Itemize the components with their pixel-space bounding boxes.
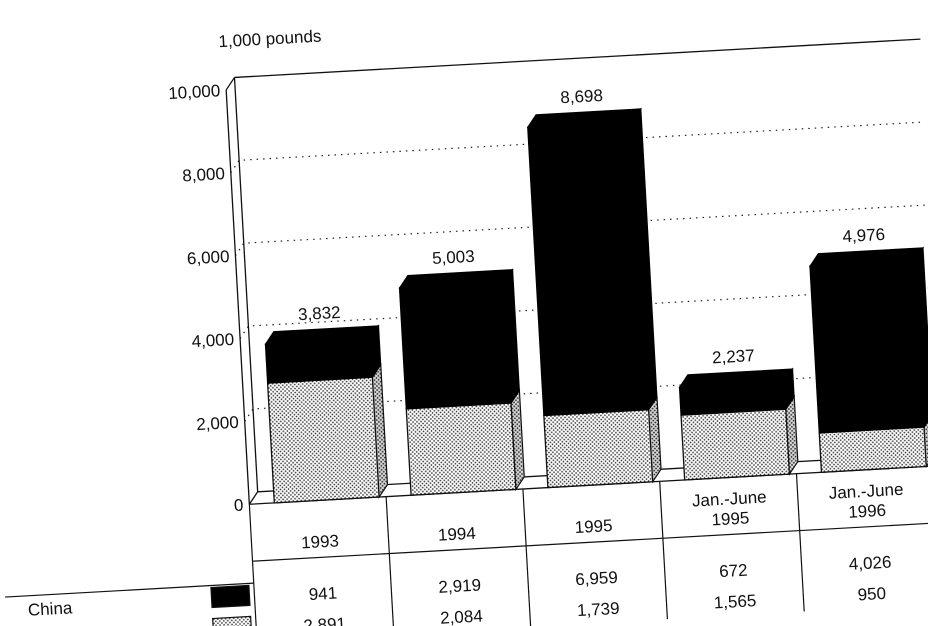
bar-top xyxy=(808,247,925,267)
category-label: 1996 xyxy=(848,501,887,522)
bar-top xyxy=(264,325,380,345)
y-tick-label: 2,000 xyxy=(196,413,240,434)
bar-us-producers xyxy=(405,402,517,496)
y-axis-unit-label: 1,000 pounds xyxy=(218,27,322,52)
y-tick-label: 10,000 xyxy=(168,81,221,103)
category-label: 1994 xyxy=(437,524,476,545)
y-tick-label: 0 xyxy=(233,496,244,515)
bar-us-producers xyxy=(266,376,380,504)
bar-group: 5,003 xyxy=(398,247,525,496)
table-cell-value: 6,959 xyxy=(575,568,619,589)
total-label: 8,698 xyxy=(560,86,604,107)
table-cell-value: 4,026 xyxy=(848,553,892,574)
table-column-divider xyxy=(248,504,258,626)
table-cell-value: 950 xyxy=(857,584,886,605)
legend-swatch-us-producers xyxy=(212,615,253,626)
bar-us-producers xyxy=(680,408,791,481)
floor-depth-edge xyxy=(248,491,259,505)
table-column-divider xyxy=(522,488,532,626)
category-label: Jan.-June xyxy=(691,487,767,510)
y-tick-label: 6,000 xyxy=(186,247,230,268)
total-label: 5,003 xyxy=(432,247,476,268)
bar-group: 2,237 xyxy=(678,346,799,481)
bar-us-producers xyxy=(818,426,927,473)
y-axis-ticks: 10,000 8,000 6,000 4,000 2,000 0 xyxy=(168,81,244,515)
table-column-divider xyxy=(659,481,669,620)
table-cell-value: 2,084 xyxy=(440,606,484,626)
y-tick-label: 8,000 xyxy=(182,164,226,185)
bar-group: 8,698 xyxy=(526,86,662,489)
table-cell-value: 1,739 xyxy=(576,599,620,620)
data-table: 1993 1994 1995Jan.-June1995Jan.-June1996Ch… xyxy=(5,473,928,626)
table-cell-value: 2,919 xyxy=(438,575,482,596)
table-cell-value: 672 xyxy=(719,561,748,582)
bar-group: 3,832 xyxy=(264,303,389,504)
bar-china xyxy=(264,337,374,384)
category-label: Jan.-June xyxy=(828,480,904,503)
table-column-divider xyxy=(385,496,395,626)
y-axis-line xyxy=(225,89,250,505)
total-label: 2,237 xyxy=(712,346,756,367)
total-label: 3,832 xyxy=(298,303,342,324)
y-tick-label: 4,000 xyxy=(191,330,235,351)
category-label: 1995 xyxy=(574,516,613,537)
table-column-divider xyxy=(795,473,805,612)
legend-top-border xyxy=(5,582,254,598)
back-wall-edge xyxy=(233,77,259,492)
category-label: 1993 xyxy=(301,531,340,552)
bar-us-producers xyxy=(543,408,654,489)
table-header-divider xyxy=(252,521,928,562)
bar-top xyxy=(526,108,642,128)
bar-us-producers-side xyxy=(923,412,928,469)
bar-china xyxy=(398,281,512,410)
bar-group: 4,976 xyxy=(808,225,928,473)
total-label: 4,976 xyxy=(842,225,886,246)
table-cell-value: 2,891 xyxy=(303,614,347,626)
table-cell-value: 1,565 xyxy=(713,591,757,612)
legend-swatch-china xyxy=(210,584,251,609)
bars: 3,832 5,003 8,698 2,237 4,976 xyxy=(264,86,928,504)
legend-label: China xyxy=(27,598,73,619)
category-label: 1995 xyxy=(711,508,750,529)
table-cell-value: 941 xyxy=(308,584,337,605)
axis-depth-edge xyxy=(225,77,236,91)
plot-top-edge xyxy=(234,38,921,79)
bar-top xyxy=(398,269,514,289)
bar-top xyxy=(678,368,794,388)
bar-china xyxy=(809,259,925,434)
bar-china xyxy=(527,120,650,417)
